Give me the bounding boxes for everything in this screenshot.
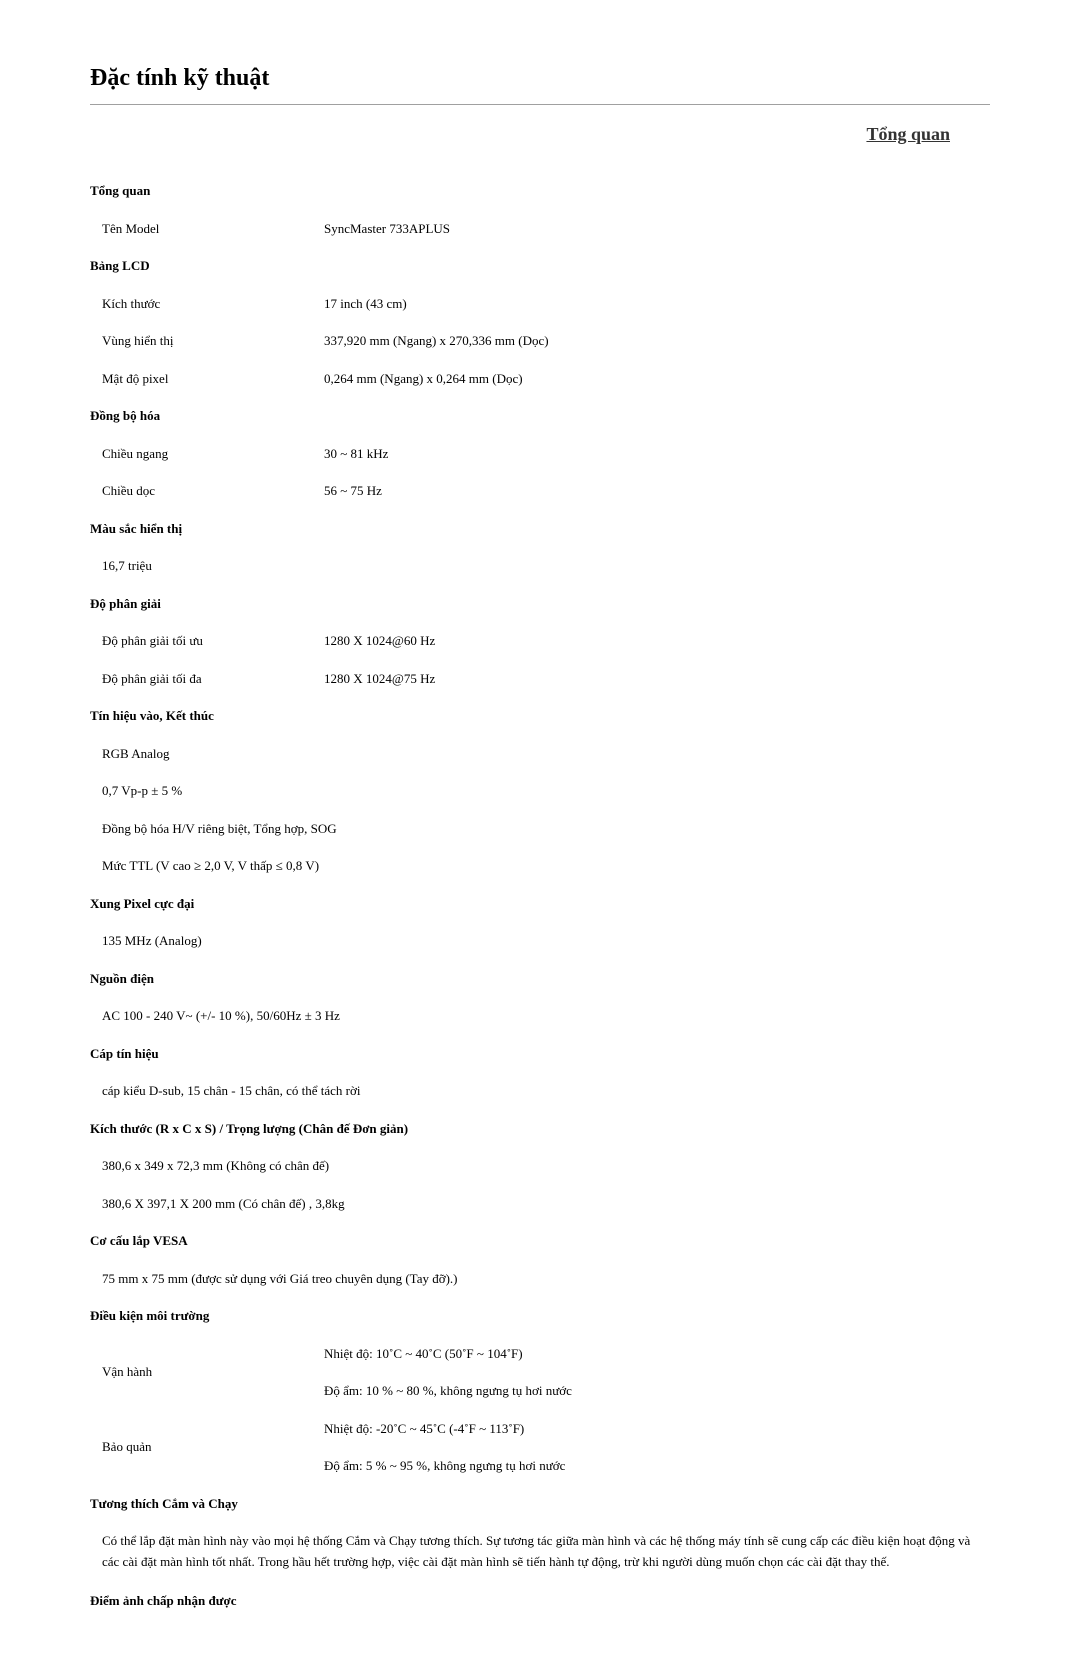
section-lcd: Bảng LCD xyxy=(90,247,990,285)
signal-ttl: Mức TTL (V cao ≥ 2,0 V, V thấp ≤ 0,8 V) xyxy=(90,847,990,885)
page-title: Đặc tính kỹ thuật xyxy=(90,60,990,105)
dim-nostand: 380,6 x 349 x 72,3 mm (Không có chân đế) xyxy=(90,1147,990,1185)
signal-vpp: 0,7 Vp-p ± 5 % xyxy=(90,772,990,810)
section-pnp: Tương thích Cắm và Chạy xyxy=(90,1485,990,1523)
display-area-value: 337,920 mm (Ngang) x 270,336 mm (Dọc) xyxy=(320,322,990,360)
env-op-temp: Nhiệt độ: 10˚C ~ 40˚C (50˚F ~ 104˚F) xyxy=(320,1335,990,1373)
pixel-pitch-value: 0,264 mm (Ngang) x 0,264 mm (Dọc) xyxy=(320,360,990,398)
spec-table: Tổng quan Tên Model SyncMaster 733APLUS … xyxy=(90,172,990,1619)
size-label: Kích thước xyxy=(90,285,320,323)
display-area-label: Vùng hiển thị xyxy=(90,322,320,360)
res-max-value: 1280 X 1024@75 Hz xyxy=(320,660,990,698)
section-res: Độ phân giải xyxy=(90,585,990,623)
hfreq-value: 30 ~ 81 kHz xyxy=(320,435,990,473)
env-op-humid: Độ ẩm: 10 % ~ 80 %, không ngưng tụ hơi n… xyxy=(320,1372,990,1410)
section-power: Nguồn điện xyxy=(90,960,990,998)
model-value: SyncMaster 733APLUS xyxy=(320,210,990,248)
section-cable: Cáp tín hiệu xyxy=(90,1035,990,1073)
section-signal: Tín hiệu vào, Kết thúc xyxy=(90,697,990,735)
model-label: Tên Model xyxy=(90,210,320,248)
dim-stand: 380,6 X 397,1 X 200 mm (Có chân đế) , 3,… xyxy=(90,1185,990,1223)
signal-rgb: RGB Analog xyxy=(90,735,990,773)
res-opt-label: Độ phân giải tối ưu xyxy=(90,622,320,660)
res-opt-value: 1280 X 1024@60 Hz xyxy=(320,622,990,660)
size-value: 17 inch (43 cm) xyxy=(320,285,990,323)
section-vesa: Cơ cấu lắp VESA xyxy=(90,1222,990,1260)
vfreq-value: 56 ~ 75 Hz xyxy=(320,472,990,510)
vesa-value: 75 mm x 75 mm (được sử dụng với Giá treo… xyxy=(90,1260,990,1298)
section-dim: Kích thước (R x C x S) / Trọng lượng (Ch… xyxy=(90,1110,990,1148)
power-value: AC 100 - 240 V~ (+/- 10 %), 50/60Hz ± 3 … xyxy=(90,997,990,1035)
env-op-label: Vận hành xyxy=(90,1335,320,1410)
env-store-temp: Nhiệt độ: -20˚C ~ 45˚C (-4˚F ~ 113˚F) xyxy=(320,1410,990,1448)
pnp-body: Có thể lắp đặt màn hình này vào mọi hệ t… xyxy=(90,1522,990,1582)
env-store-label: Bảo quản xyxy=(90,1410,320,1485)
pixel-clock-value: 135 MHz (Analog) xyxy=(90,922,990,960)
section-color: Màu sắc hiển thị xyxy=(90,510,990,548)
hfreq-label: Chiều ngang xyxy=(90,435,320,473)
pixel-pitch-label: Mật độ pixel xyxy=(90,360,320,398)
res-max-label: Độ phân giải tối đa xyxy=(90,660,320,698)
section-general: Tổng quan xyxy=(90,172,990,210)
signal-sync: Đồng bộ hóa H/V riêng biệt, Tổng hợp, SO… xyxy=(90,810,990,848)
section-pixel-clock: Xung Pixel cực đại xyxy=(90,885,990,923)
env-store-humid: Độ ẩm: 5 % ~ 95 %, không ngưng tụ hơi nư… xyxy=(320,1447,990,1485)
vfreq-label: Chiều dọc xyxy=(90,472,320,510)
color-value: 16,7 triệu xyxy=(90,547,990,585)
tab-general[interactable]: Tổng quan xyxy=(90,121,990,148)
section-dots: Điểm ảnh chấp nhận được xyxy=(90,1582,990,1620)
section-sync: Đồng bộ hóa xyxy=(90,397,990,435)
cable-value: cáp kiểu D-sub, 15 chân - 15 chân, có th… xyxy=(90,1072,990,1110)
section-env: Điều kiện môi trường xyxy=(90,1297,990,1335)
